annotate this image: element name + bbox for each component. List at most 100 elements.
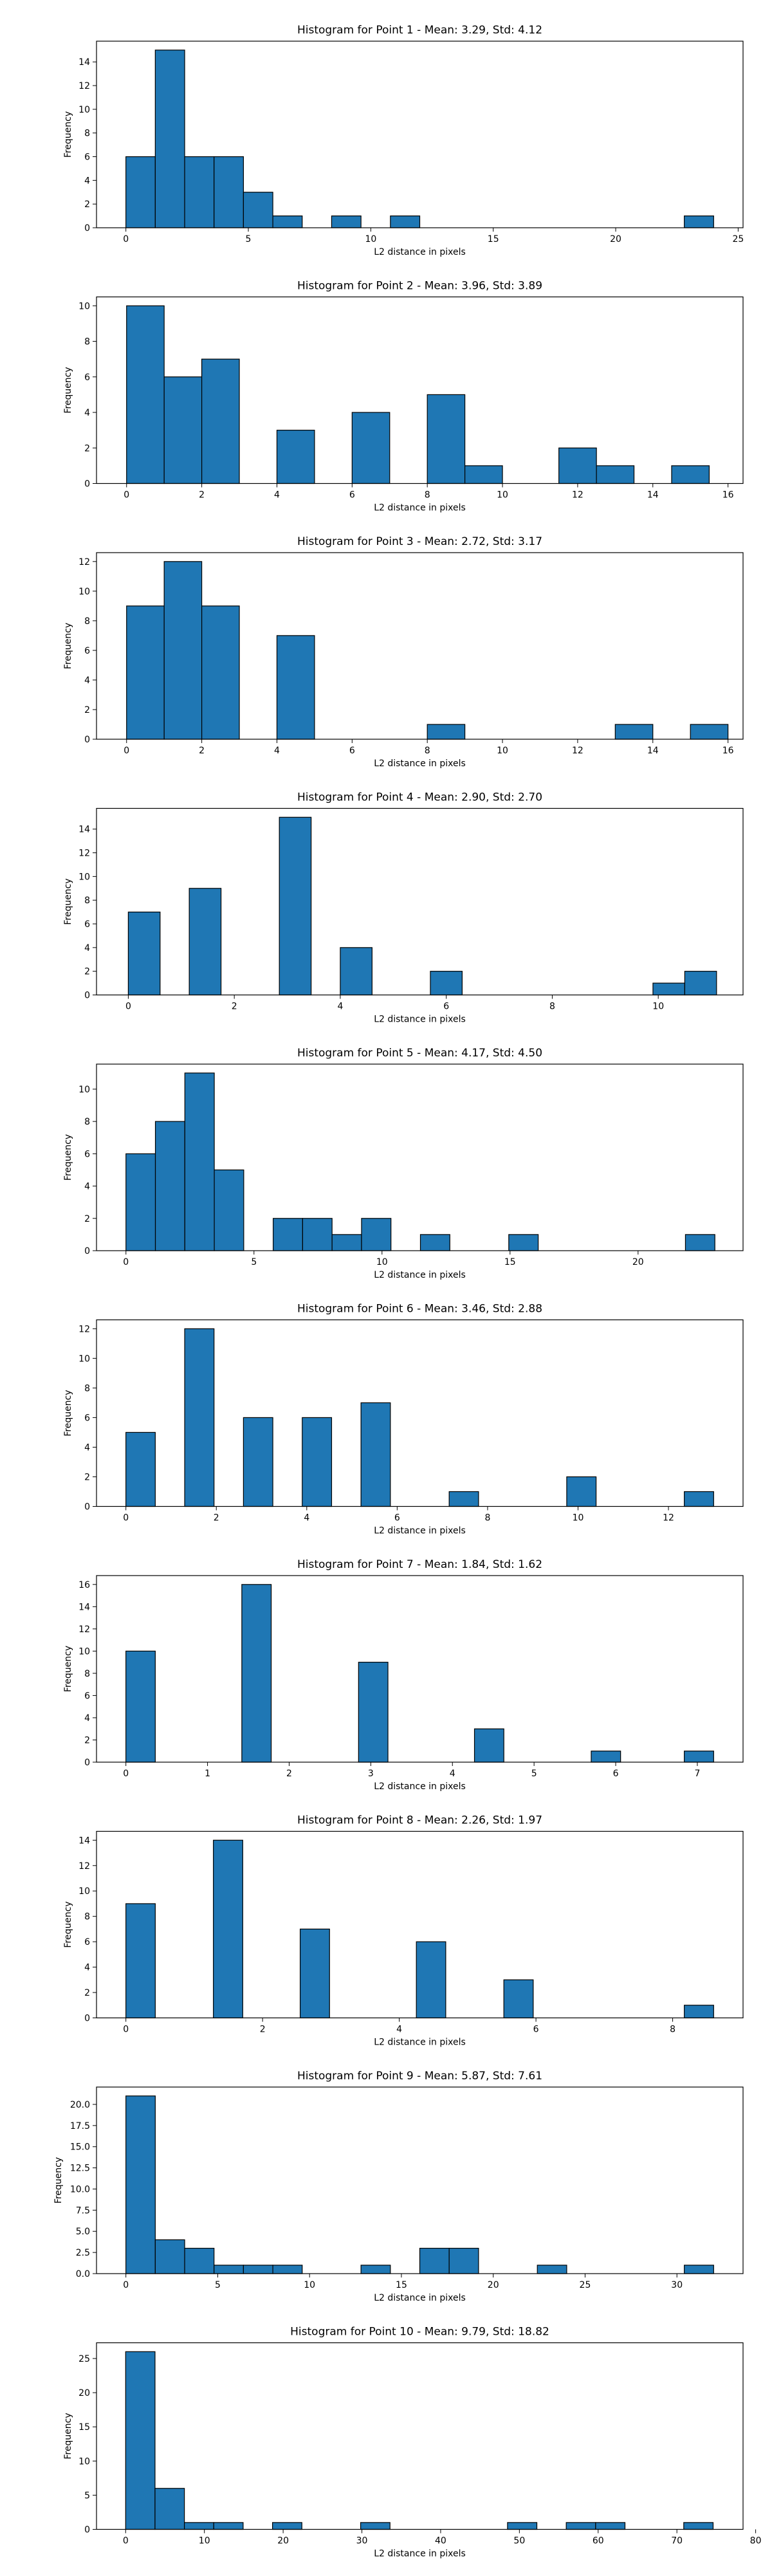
x-tick-label: 6 — [613, 1769, 619, 1779]
x-tick-label: 4 — [337, 1002, 343, 1012]
y-tick-label: 2 — [84, 443, 90, 454]
histogram-bar — [360, 2265, 391, 2274]
y-tick-label: 10 — [78, 1886, 90, 1897]
x-tick-label: 5 — [246, 234, 252, 244]
chart-panel: Histogram for Point 4 - Mean: 2.90, Std:… — [63, 791, 744, 1025]
x-axis-label: L2 distance in pixels — [374, 1781, 466, 1792]
y-tick-label: 16 — [78, 1580, 90, 1590]
histogram-bar — [565, 2522, 596, 2530]
y-tick-label: 6 — [84, 152, 90, 163]
histogram-bar — [419, 1234, 450, 1251]
y-tick-label: 0.0 — [76, 2269, 90, 2279]
y-tick-label: 2 — [84, 705, 90, 715]
chart-panel: Histogram for Point 5 - Mean: 4.17, Std:… — [63, 1047, 744, 1280]
x-axis-label: L2 distance in pixels — [374, 1526, 466, 1536]
x-axis-label: L2 distance in pixels — [374, 759, 466, 769]
histogram-bar — [427, 394, 466, 484]
y-tick-label: 8 — [84, 896, 90, 906]
x-tick-label: 10 — [199, 2536, 210, 2546]
histogram-bar — [685, 1234, 715, 1251]
histogram-bar — [271, 2522, 302, 2530]
histogram-bar — [464, 465, 503, 484]
histogram-bar — [558, 447, 597, 484]
chart-panel: Histogram for Point 10 - Mean: 9.79, Std… — [63, 2326, 761, 2559]
x-tick-label: 8 — [670, 2025, 676, 2035]
chart-title: Histogram for Point 2 - Mean: 3.96, Std:… — [297, 280, 542, 293]
chart-panel: Histogram for Point 2 - Mean: 3.96, Std:… — [63, 280, 744, 513]
histogram-bar — [154, 1121, 185, 1251]
histogram-bar — [427, 724, 466, 740]
histogram-bar — [213, 2522, 244, 2530]
histogram-bar — [125, 156, 156, 228]
histogram-bar — [243, 1417, 273, 1507]
y-tick-label: 0 — [84, 2525, 90, 2535]
histogram-bar — [684, 971, 717, 996]
chart-title: Histogram for Point 4 - Mean: 2.90, Std:… — [297, 791, 542, 804]
histogram-bar — [125, 1650, 156, 1763]
y-tick-label: 14 — [78, 1835, 90, 1846]
y-tick-label: 4 — [84, 1182, 90, 1192]
histogram-bar — [390, 215, 421, 228]
histogram-bar — [163, 561, 203, 740]
x-tick-label: 2 — [286, 1769, 292, 1779]
histogram-bar — [201, 605, 240, 740]
histogram-bar — [273, 1218, 304, 1251]
x-axis-label: L2 distance in pixels — [374, 247, 466, 257]
x-tick-label: 20 — [610, 234, 621, 244]
axes-frame — [96, 1319, 744, 1507]
histogram-bar — [125, 2351, 156, 2530]
histogram-bar — [690, 724, 729, 740]
y-tick-label: 0 — [84, 479, 90, 490]
y-tick-label: 4 — [84, 408, 90, 418]
y-tick-label: 10 — [78, 105, 90, 115]
x-tick-label: 0 — [123, 2536, 129, 2546]
y-tick-label: 10 — [78, 2456, 90, 2467]
y-tick-label: 2 — [84, 967, 90, 977]
x-tick-label: 2 — [232, 1002, 237, 1012]
histogram-bar — [188, 888, 222, 996]
y-tick-label: 14 — [78, 1602, 90, 1612]
y-tick-label: 7.5 — [76, 2205, 90, 2216]
chart-title: Histogram for Point 3 - Mean: 2.72, Std:… — [297, 535, 542, 548]
y-tick-label: 10 — [78, 872, 90, 882]
x-tick-label: 20 — [488, 2280, 499, 2290]
x-tick-label: 5 — [531, 1769, 537, 1779]
histogram-bar — [331, 1234, 362, 1251]
histogram-bar — [163, 376, 203, 484]
histogram-bar — [184, 1328, 215, 1507]
y-axis-label: Frequency — [63, 878, 73, 925]
y-tick-label: 6 — [84, 1413, 90, 1423]
x-tick-label: 6 — [394, 1513, 400, 1523]
y-tick-label: 10 — [78, 301, 90, 311]
y-tick-label: 4 — [84, 1963, 90, 1973]
histogram-bar — [279, 816, 312, 996]
x-axis-label: L2 distance in pixels — [374, 2038, 466, 2048]
histogram-bar — [126, 305, 165, 484]
x-tick-label: 4 — [396, 2025, 402, 2035]
histogram-bar — [184, 2522, 214, 2530]
histogram-bar — [302, 1417, 333, 1507]
x-tick-label: 12 — [572, 746, 584, 756]
histogram-bar — [125, 1153, 156, 1251]
y-tick-label: 6 — [84, 646, 90, 656]
histogram-bar — [214, 2265, 244, 2274]
y-tick-label: 8 — [84, 616, 90, 627]
y-tick-label: 0 — [84, 1246, 90, 1256]
x-tick-label: 5 — [215, 2280, 221, 2290]
chart-title: Histogram for Point 1 - Mean: 3.29, Std:… — [297, 24, 542, 37]
histogram-bar — [272, 2265, 303, 2274]
x-tick-label: 20 — [632, 1257, 644, 1267]
x-tick-label: 2 — [214, 1513, 219, 1523]
histogram-bar — [360, 2522, 391, 2530]
histogram-bar — [683, 2522, 714, 2530]
histogram-bar — [448, 2247, 479, 2274]
histogram-bar — [213, 1839, 243, 2019]
y-tick-label: 12 — [78, 81, 90, 91]
y-tick-label: 2 — [84, 1214, 90, 1224]
y-tick-label: 14 — [78, 57, 90, 68]
histogram-bar — [302, 1218, 333, 1251]
y-tick-label: 12 — [78, 849, 90, 859]
histogram-bar — [214, 156, 244, 228]
chart-panel: Histogram for Point 1 - Mean: 3.29, Std:… — [63, 24, 744, 257]
x-tick-label: 4 — [274, 490, 280, 501]
